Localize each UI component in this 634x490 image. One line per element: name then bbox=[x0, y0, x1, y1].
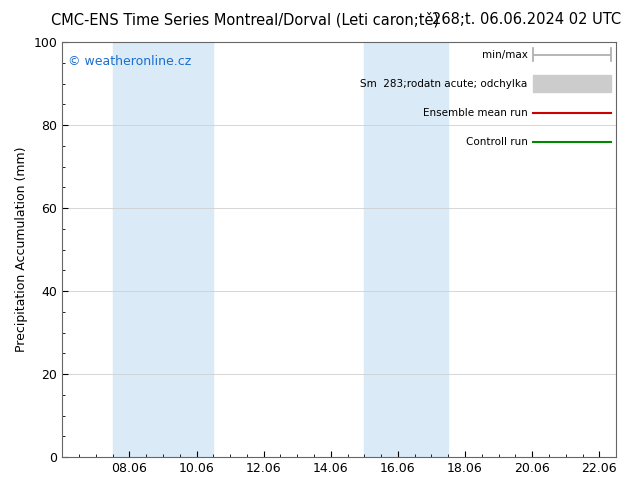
Text: Sm  283;rodatn acute; odchylka: Sm 283;rodatn acute; odchylka bbox=[360, 78, 527, 89]
Bar bbox=[533, 75, 611, 92]
Bar bbox=[365, 42, 448, 457]
Text: Controll run: Controll run bbox=[465, 137, 527, 147]
Text: min/max: min/max bbox=[482, 49, 527, 59]
Text: © weatheronline.cz: © weatheronline.cz bbox=[68, 54, 191, 68]
Text: Ensemble mean run: Ensemble mean run bbox=[423, 108, 527, 118]
Bar bbox=[113, 42, 213, 457]
Text: CMC-ENS Time Series Montreal/Dorval (Leti caron;tě): CMC-ENS Time Series Montreal/Dorval (Let… bbox=[51, 12, 439, 28]
Text: 268;t. 06.06.2024 02 UTC: 268;t. 06.06.2024 02 UTC bbox=[432, 12, 621, 27]
Y-axis label: Precipitation Accumulation (mm): Precipitation Accumulation (mm) bbox=[15, 147, 28, 352]
